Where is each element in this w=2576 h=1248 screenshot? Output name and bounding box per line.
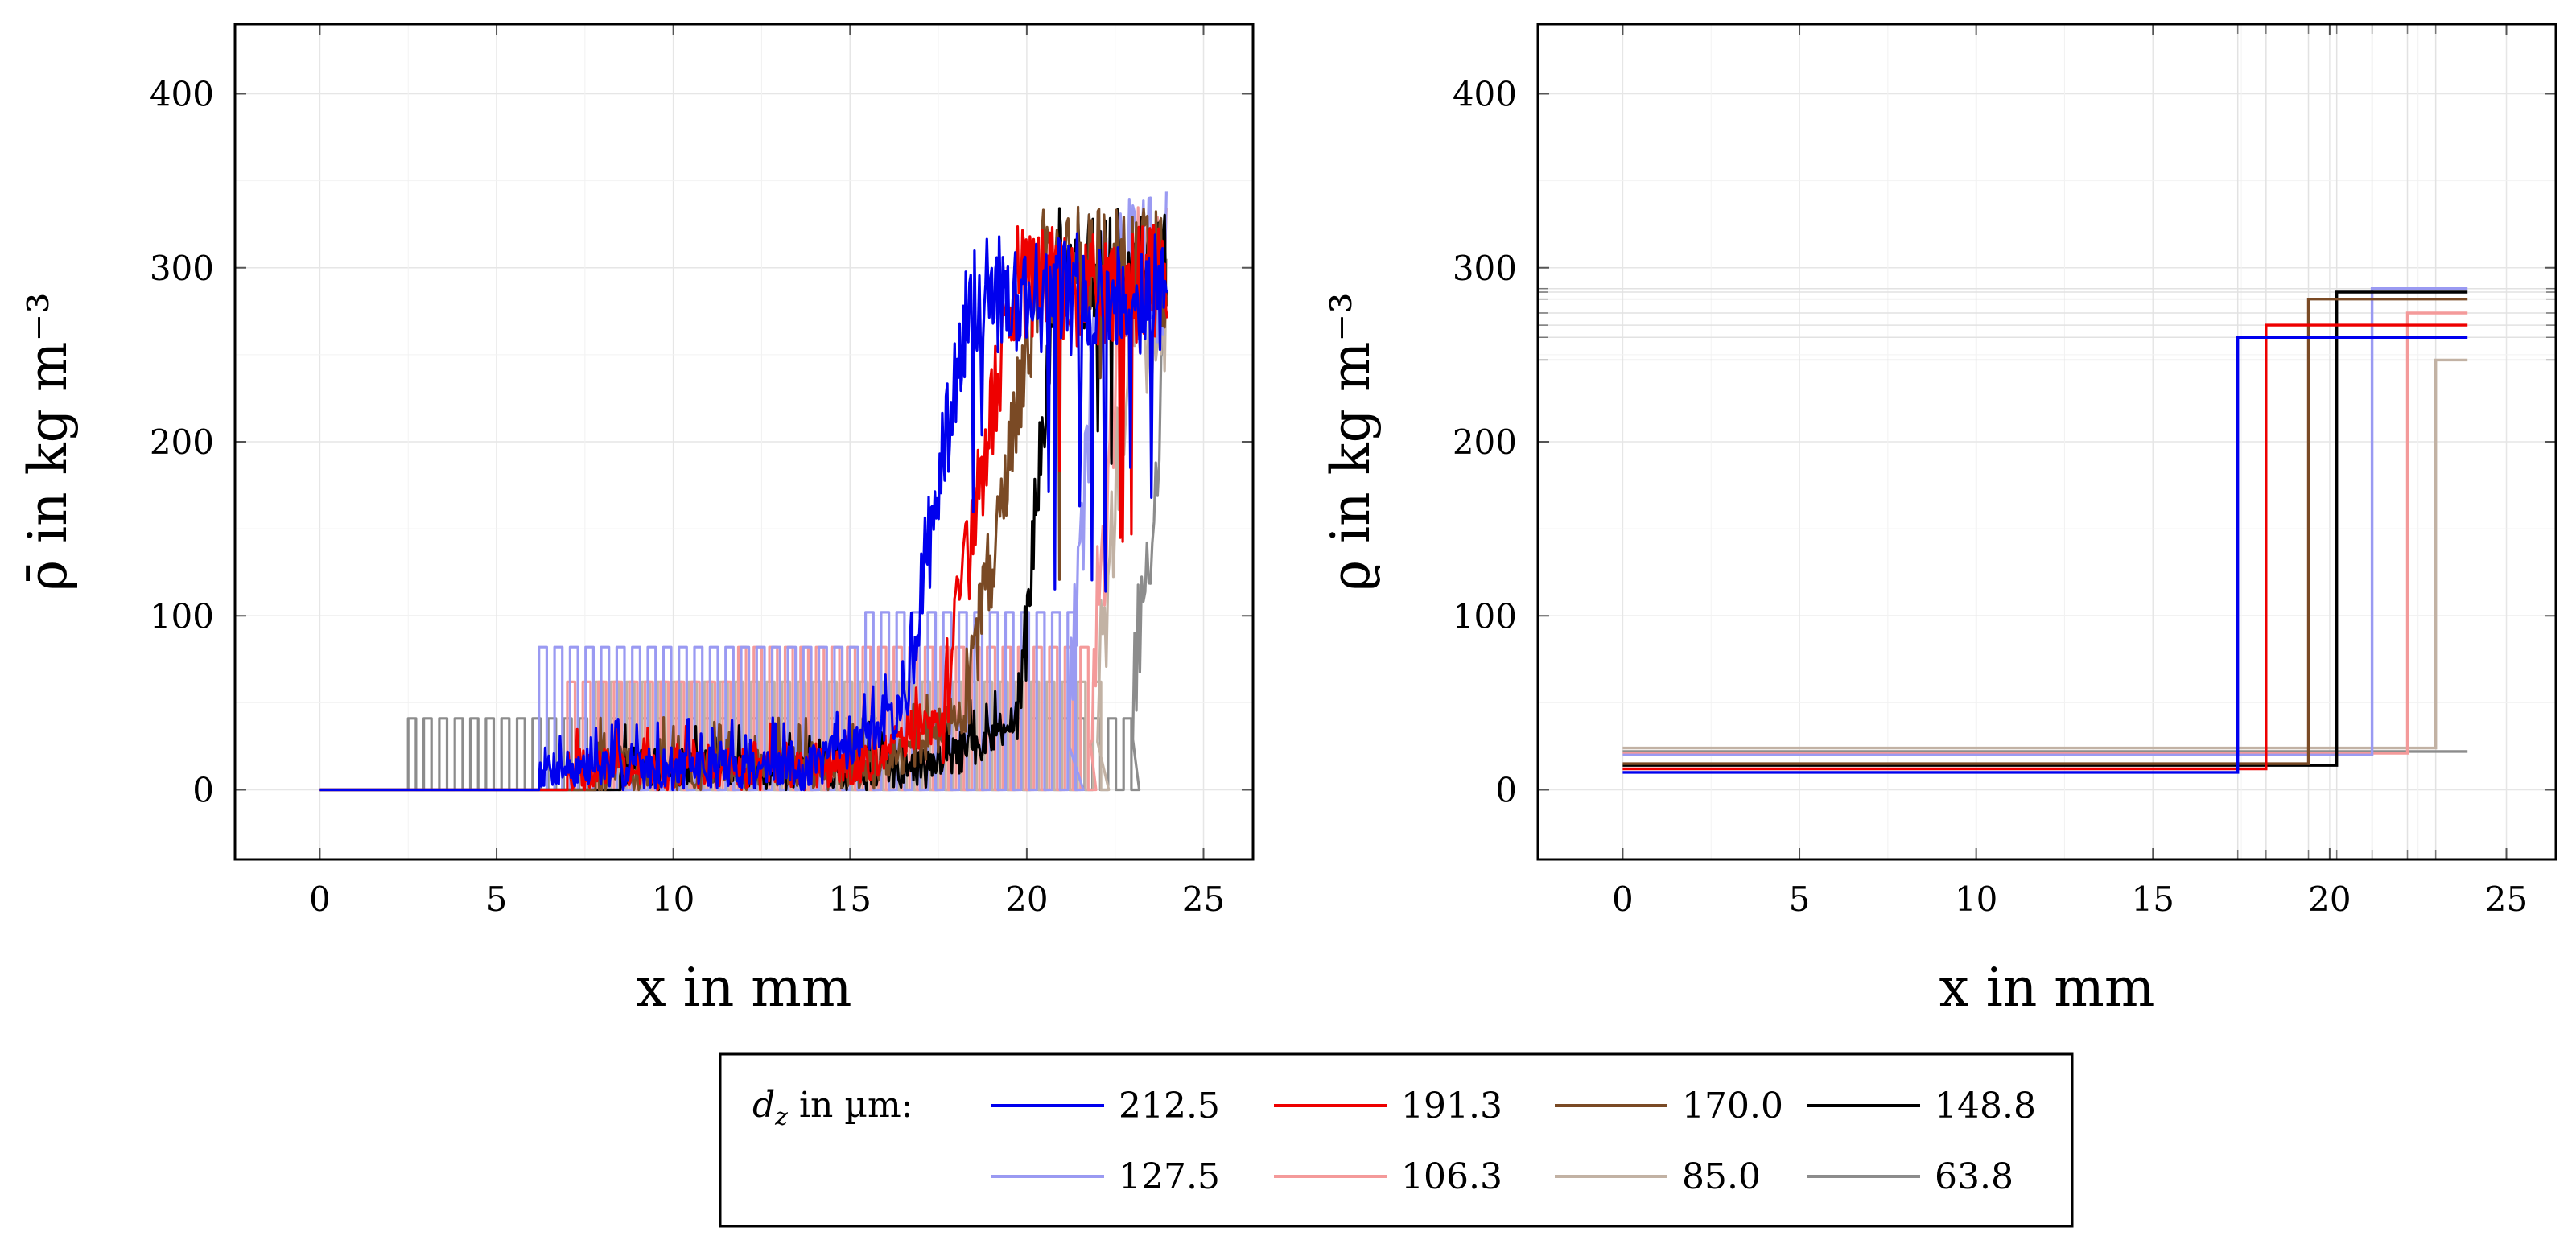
legend-item: 170.0 [1555, 1085, 1783, 1126]
series-line-106.3 [1622, 311, 2468, 755]
series-line-127.5 [1622, 287, 2468, 756]
x-tick-label: 15 [829, 879, 872, 919]
series-line-170.0 [1622, 298, 2468, 765]
series-line-85.0 [1622, 358, 2468, 750]
legend-title-var: d [752, 1085, 775, 1126]
series-line-191.3 [1622, 323, 2468, 771]
x-tick-label: 20 [1005, 879, 1048, 919]
ticks: 0 5 10 15 20 25 0 100 200 300 400 [150, 24, 1253, 919]
y-tick-label: 0 [1495, 771, 1517, 810]
series-group [1622, 287, 2468, 774]
y-tick-label: 400 [150, 75, 214, 114]
x-tick-label: 5 [1789, 879, 1811, 919]
x-tick-label: 0 [309, 879, 331, 919]
series-group [319, 191, 1169, 792]
legend-item: 106.3 [1274, 1156, 1502, 1197]
legend-label: 148.8 [1935, 1085, 2036, 1126]
series-line-212.5 [319, 232, 1168, 792]
legend-item: 148.8 [1807, 1085, 2036, 1126]
y-tick-label: 0 [192, 771, 214, 810]
legend-item: 191.3 [1274, 1085, 1502, 1126]
legend-item: 63.8 [1807, 1156, 2013, 1197]
y-tick-label: 100 [150, 596, 214, 636]
x-axis-label: x in mm [637, 957, 852, 1019]
x-tick-label: 15 [2132, 879, 2174, 919]
legend-label: 170.0 [1682, 1085, 1783, 1126]
plot-frame [1536, 23, 2557, 861]
legend-item: 85.0 [1555, 1156, 1761, 1197]
legend-title-rest: in µm: [788, 1085, 913, 1126]
x-tick-label: 10 [1955, 879, 1997, 919]
grid [1538, 24, 2556, 859]
legend-item: 127.5 [991, 1156, 1220, 1197]
series-line-148.8 [1622, 290, 2468, 767]
x-tick-label: 25 [1182, 879, 1225, 919]
ticks: 0 5 10 15 20 25 0 100 200 300 400 [1453, 24, 2556, 919]
y-tick-label: 300 [150, 249, 214, 288]
legend-label: 63.8 [1935, 1156, 2013, 1197]
legend: dz in µm: 212.5 191.3 170.0 148.8 127.5 106.3 8… [719, 1052, 2074, 1228]
y-tick-label: 100 [1453, 596, 1517, 636]
x-tick-label: 0 [1612, 879, 1634, 919]
series-line-212.5 [1622, 336, 2468, 774]
y-axis-label: ϱ in kg m⁻³ [1320, 292, 1382, 591]
legend-item: 212.5 [991, 1085, 1220, 1126]
y-tick-label: 200 [1453, 422, 1517, 462]
y-tick-label: 400 [1453, 75, 1517, 114]
legend-label: 127.5 [1119, 1156, 1220, 1197]
legend-box [719, 1052, 2074, 1228]
y-tick-label: 300 [1453, 249, 1517, 288]
legend-title-sub: z [774, 1103, 788, 1131]
x-axis-label: x in mm [1939, 957, 2155, 1019]
y-tick-label: 200 [150, 422, 214, 462]
legend-label: 85.0 [1682, 1156, 1761, 1197]
y-axis-label: ρ̄ in kg m⁻³ [17, 292, 79, 591]
legend-label: 106.3 [1401, 1156, 1502, 1197]
x-tick-label: 5 [486, 879, 508, 919]
legend-label: 212.5 [1119, 1085, 1220, 1126]
right-panel: 0 5 10 15 20 25 0 100 200 300 400 x in mm ϱ in kg m⁻… [1320, 23, 2557, 1019]
x-tick-label: 10 [652, 879, 694, 919]
legend-label: 191.3 [1401, 1085, 1502, 1126]
x-tick-label: 20 [2308, 879, 2351, 919]
left-panel: 0 5 10 15 20 25 0 100 200 300 400 x in mm ρ̄ in kg m… [17, 23, 1255, 1019]
x-tick-label: 25 [2485, 879, 2528, 919]
plot-frame [233, 23, 1255, 861]
legend-title: dz in µm: [752, 1085, 913, 1131]
